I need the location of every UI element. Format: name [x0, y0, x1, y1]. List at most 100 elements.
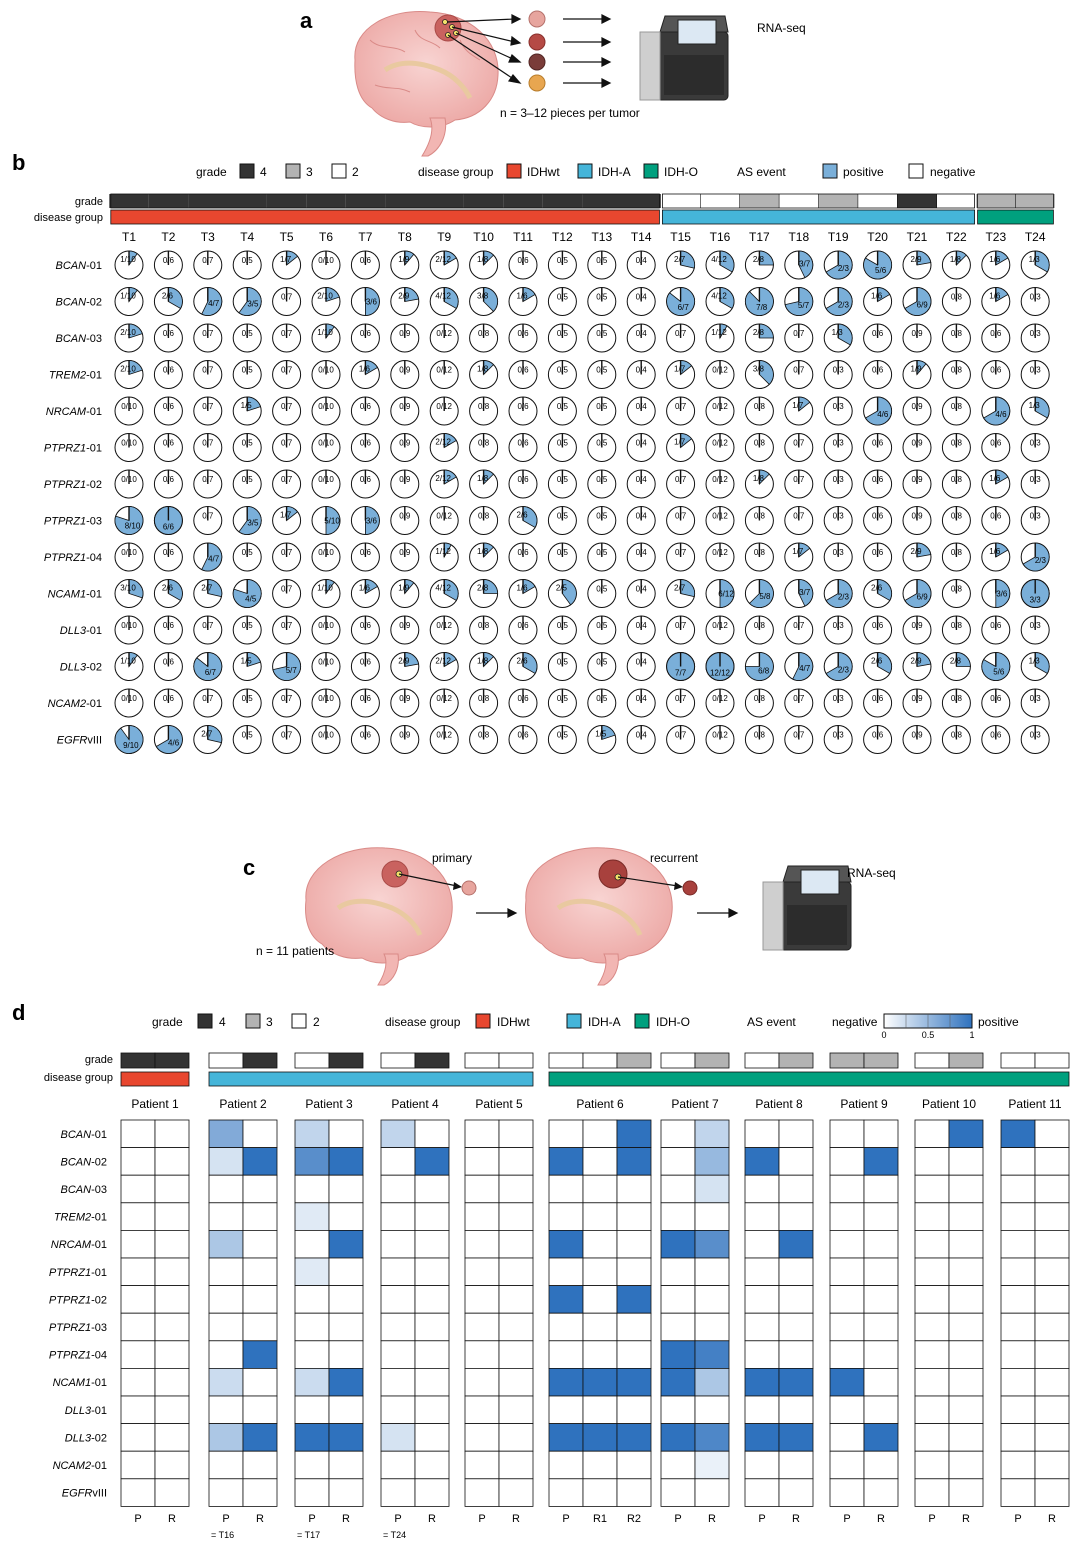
pie-value-label: 6/12: [718, 590, 734, 599]
pie-chart: 2/3: [823, 579, 853, 608]
pie-chart: 1/8: [744, 469, 774, 499]
b-event-label: DLL3-01: [60, 625, 102, 637]
heatmap-cell: [294, 1450, 330, 1480]
d-sample-label: R: [708, 1513, 716, 1525]
heatmap-cell: [464, 1174, 500, 1204]
heatmap-cell: [694, 1285, 730, 1314]
pie-chart: 2/3: [823, 652, 853, 681]
pie-chart: 0/5: [232, 360, 262, 389]
heatmap-cell: [863, 1450, 899, 1480]
heatmap-cell: [863, 1230, 899, 1259]
d-annotation-tracks: [120, 1052, 1070, 1087]
d-grade-cell: [380, 1052, 416, 1069]
pie-chart: 0/4: [626, 688, 656, 718]
pie-chart: 0/8: [941, 396, 971, 426]
pie-value-label: 0/3: [1030, 621, 1042, 630]
pie-chart: 0/5: [547, 615, 577, 645]
heatmap-cell: [616, 1340, 652, 1369]
panel-d-letter: d: [12, 1000, 25, 1025]
heatmap-cell: [464, 1230, 500, 1259]
pie-value-label: 7/7: [675, 669, 687, 678]
pie-chart: 0/6: [153, 433, 183, 462]
d-event-label: NCAM2-01: [53, 1460, 107, 1472]
pie-chart: 5/7: [272, 652, 302, 681]
pie-chart: 0/6: [350, 688, 380, 718]
pie-chart: 0/6: [350, 725, 380, 754]
pie-value-label: 0/6: [163, 694, 175, 703]
pie-value-label: 1/6: [989, 474, 1001, 483]
pie-value-label: 0/6: [990, 512, 1002, 521]
pie-value-label: 0/4: [636, 512, 648, 521]
heatmap-cell: [582, 1202, 618, 1231]
pie-chart: 2/3: [823, 287, 853, 316]
pie-chart: 0/7: [272, 579, 302, 608]
pie-chart: 0/6: [508, 396, 538, 426]
pie-value-label: 0/7: [793, 621, 805, 630]
pie-chart: 3/3: [1020, 579, 1050, 608]
heatmap-cell: [414, 1257, 450, 1287]
pie-value-label: 0/3: [833, 621, 845, 630]
pie-value-label: 0/8: [754, 402, 766, 411]
panel-b-letter: b: [12, 150, 25, 175]
pie-chart: 0/7: [272, 469, 302, 499]
heatmap-cell: [1000, 1395, 1036, 1425]
heatmap-cell: [242, 1340, 278, 1369]
pie-chart: 1/5: [587, 725, 617, 754]
pie-chart: 0/12: [705, 469, 735, 499]
pie-chart: 3/5: [232, 287, 262, 316]
pie-chart: 0/12: [429, 688, 459, 718]
pie-value-label: 0/5: [242, 731, 254, 740]
pie-slice: [719, 250, 735, 273]
pie-chart: 0/6: [350, 323, 380, 353]
pie-value-label: 1/3: [1029, 255, 1041, 264]
pie-value-label: 0/7: [793, 366, 805, 375]
b-grade-cell: [779, 194, 819, 208]
pie-value-label: 0/5: [242, 475, 254, 484]
heatmap-cell: [863, 1395, 899, 1425]
heatmap-cell: [660, 1202, 696, 1231]
sampling-arrows: [446, 14, 522, 84]
heatmap-cell: [242, 1478, 278, 1507]
pie-slice: [719, 579, 735, 608]
pie-chart: 0/9: [390, 688, 420, 718]
heatmap-cell: [829, 1312, 865, 1342]
heatmap-cell: [328, 1119, 364, 1149]
heatmap-cell: [660, 1312, 696, 1342]
pie-value-label: 0/8: [478, 621, 490, 630]
pie-value-label: 9/10: [123, 741, 139, 750]
pie-chart: 1/7: [272, 250, 302, 280]
pie-chart: 0/6: [508, 725, 538, 754]
pie-chart: 0/5: [547, 396, 577, 426]
d-event-label: EGFRvIII: [62, 1488, 107, 1500]
pie-chart: 0/8: [744, 542, 774, 572]
pie-value-label: 0/10: [318, 731, 334, 740]
pie-value-label: 0/6: [360, 694, 372, 703]
pie-chart: 0/6: [153, 469, 183, 499]
pie-chart: 1/8: [469, 360, 499, 389]
pie-value-label: 0/8: [951, 548, 963, 557]
pie-value-label: 0/4: [636, 475, 648, 484]
heatmap-cell: [863, 1119, 899, 1149]
pie-value-label: 0/5: [596, 293, 608, 302]
pie-chart: 8/10: [114, 506, 144, 535]
heatmap-cell: [778, 1450, 814, 1480]
pie-chart: 2/7: [193, 725, 223, 754]
heatmap-cell: [294, 1174, 330, 1204]
heatmap-cell: [582, 1450, 618, 1480]
heatmap-cell: [464, 1257, 500, 1287]
pie-chart: 0/4: [626, 579, 656, 608]
pie-slice: [522, 506, 538, 529]
pie-chart: 1/7: [784, 542, 814, 572]
heatmap-cell: [660, 1340, 696, 1369]
heatmap-cell: [616, 1368, 652, 1397]
pie-chart: 1/10: [311, 579, 341, 608]
pie-chart: 1/7: [272, 506, 302, 535]
d-grade-cell: [1034, 1052, 1070, 1069]
pie-chart: 4/12: [429, 287, 459, 316]
colorbar-tick-05: 0.5: [922, 1030, 935, 1040]
heatmap-cell: [914, 1285, 950, 1314]
brain-recurrent-illustration: [525, 847, 698, 986]
d-event-label: PTPRZ1-02: [49, 1294, 107, 1306]
pie-value-label: 0/6: [872, 694, 884, 703]
pie-value-label: 0/10: [121, 402, 137, 411]
